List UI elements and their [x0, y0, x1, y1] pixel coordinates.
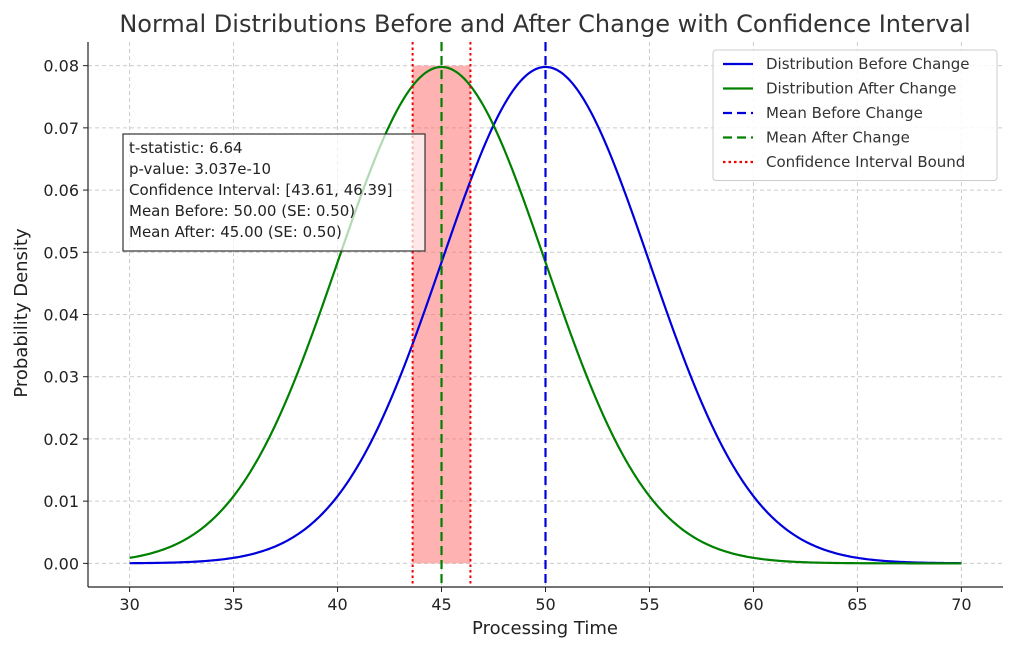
- y-tick-label: 0.01: [43, 492, 79, 511]
- legend-label: Confidence Interval Bound: [766, 153, 965, 171]
- x-axis-label: Processing Time: [472, 618, 618, 639]
- reference-lines: [411, 42, 547, 587]
- x-tick-label: 70: [951, 595, 971, 614]
- legend-frame: [712, 49, 998, 181]
- y-tick-label: 0.04: [43, 306, 79, 325]
- stats-line: t-statistic: 6.64: [129, 139, 243, 157]
- legend-label: Distribution Before Change: [766, 55, 970, 73]
- legend-label: Mean Before Change: [766, 104, 923, 122]
- stats-annotation-box: t-statistic: 6.64 p-value: 3.037e-10 Confi…: [122, 133, 426, 252]
- series-group: [129, 65, 962, 565]
- stats-box-frame: [122, 133, 426, 252]
- x-tick-label: 55: [639, 595, 659, 614]
- stats-line: Mean After: 45.00 (SE: 0.50): [129, 223, 342, 241]
- x-tick-label: 45: [431, 595, 451, 614]
- legend-label: Distribution After Change: [766, 80, 957, 98]
- legend: Distribution Before Change Distribution A…: [712, 49, 998, 181]
- x-tick-label: 50: [535, 595, 555, 614]
- y-tick-label: 0.00: [43, 554, 79, 573]
- x-tick-label: 35: [223, 595, 243, 614]
- y-tick-label: 0.05: [43, 243, 79, 262]
- y-tick-label: 0.08: [43, 57, 79, 76]
- y-tick-label: 0.06: [43, 181, 79, 200]
- y-tick-label: 0.07: [43, 119, 79, 138]
- x-tick-label: 30: [119, 595, 139, 614]
- chart-title: Normal Distributions Before and After Ch…: [119, 10, 970, 38]
- tick-labels: 30 35 40 45 50 55 60 65 70 0.00 0.01 0.02 0.03 0.04 0.…: [43, 57, 971, 614]
- y-tick-label: 0.02: [43, 430, 79, 449]
- y-axis-label: Probability Density: [11, 228, 32, 398]
- series-line-after: [129, 65, 962, 565]
- stats-line: Mean Before: 50.00 (SE: 0.50): [129, 202, 355, 220]
- legend-label: Mean After Change: [766, 129, 910, 147]
- x-tick-label: 65: [847, 595, 867, 614]
- x-tick-label: 60: [743, 595, 763, 614]
- x-tick-label: 40: [327, 595, 347, 614]
- y-tick-label: 0.03: [43, 368, 79, 387]
- stats-line: Confidence Interval: [43.61, 46.39]: [129, 181, 393, 199]
- series-line-before: [129, 65, 962, 565]
- stats-line: p-value: 3.037e-10: [129, 160, 271, 178]
